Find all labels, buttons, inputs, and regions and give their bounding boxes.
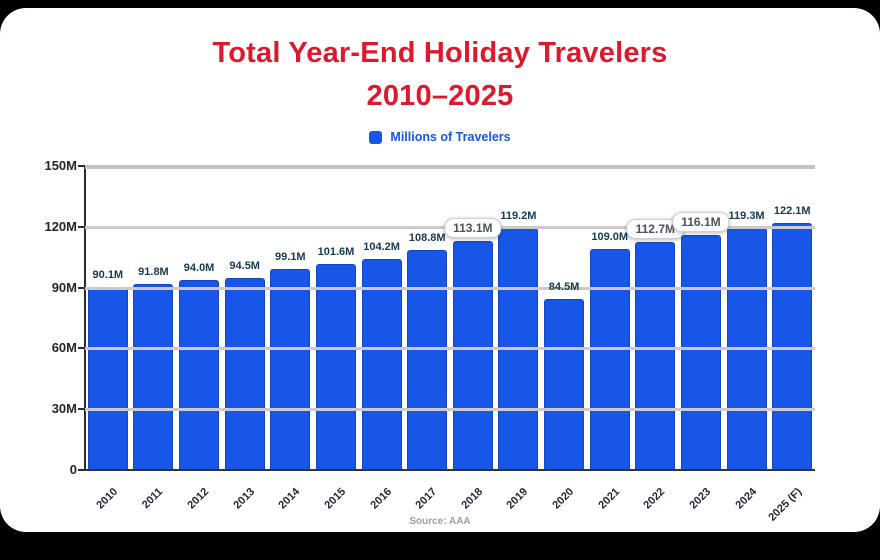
chart-title: Total Year-End Holiday Travelers bbox=[212, 37, 668, 69]
bar-value-label: 119.3M bbox=[728, 210, 765, 223]
bar-2023 bbox=[680, 234, 721, 470]
chart-subtitle: 2010–2025 bbox=[366, 80, 514, 112]
y-tick-label: 0 bbox=[69, 462, 77, 477]
gridline bbox=[85, 347, 815, 351]
bar-2020 bbox=[544, 298, 585, 470]
bar-2025 (F) bbox=[772, 222, 813, 470]
bar-2012 bbox=[179, 279, 220, 470]
y-tick-label: 90M bbox=[51, 279, 77, 295]
y-tick-mark bbox=[78, 347, 85, 350]
bar-value-label: 116.1M bbox=[672, 211, 730, 232]
bar-value-label: 109.0M bbox=[591, 231, 629, 244]
legend: Millions of Travelers bbox=[0, 130, 880, 144]
bar-2018 bbox=[452, 240, 493, 470]
gridline bbox=[85, 165, 815, 169]
chart-title-block: Total Year-End Holiday Travelers 2010–20… bbox=[0, 32, 880, 118]
y-tick-label: 150M bbox=[44, 158, 77, 173]
y-tick-label: 120M bbox=[44, 218, 77, 234]
bar-value-label: 94.0M bbox=[183, 261, 215, 274]
y-tick-mark bbox=[78, 469, 85, 471]
bar-2015 bbox=[315, 264, 356, 470]
y-tick-mark bbox=[78, 225, 85, 228]
bar-2016 bbox=[361, 258, 402, 470]
legend-swatch-icon bbox=[369, 130, 383, 144]
y-tick-mark bbox=[78, 286, 85, 289]
bar-value-label: 113.1M bbox=[444, 217, 502, 238]
bar-value-label: 99.1M bbox=[275, 251, 306, 264]
bar-value-label: 90.1M bbox=[92, 269, 124, 282]
y-tick-mark bbox=[78, 408, 85, 411]
bar-value-label: 94.5M bbox=[229, 260, 260, 273]
bar-value-label: 104.2M bbox=[363, 240, 400, 253]
bar-value-label: 112.7M bbox=[626, 218, 684, 239]
y-axis-line bbox=[84, 166, 86, 471]
legend-label: Millions of Travelers bbox=[390, 130, 511, 144]
bar-2010 bbox=[87, 287, 128, 470]
x-axis-baseline bbox=[85, 469, 815, 471]
bar-value-label: 101.6M bbox=[317, 246, 355, 259]
y-tick-label: 30M bbox=[51, 401, 77, 417]
y-tick-label: 60M bbox=[51, 340, 77, 356]
gridline bbox=[85, 286, 815, 290]
bar-2021 bbox=[589, 249, 630, 470]
bar-2017 bbox=[407, 249, 448, 470]
source-note: Source: AAA bbox=[409, 516, 471, 527]
plot-area: 150M 120M 90M 60M 30M 0 90.1M 2010 91.8M 2011 94.0… bbox=[44, 158, 815, 524]
bar-value-label: 122.1M bbox=[773, 204, 811, 217]
bar-value-label: 119.2M bbox=[500, 210, 537, 223]
y-tick-mark bbox=[78, 165, 85, 167]
bar-2022 bbox=[635, 241, 676, 470]
bar-value-label: 84.5M bbox=[548, 280, 580, 293]
bar-2014 bbox=[270, 269, 311, 470]
bar-value-label: 91.8M bbox=[138, 265, 169, 278]
bar-2013 bbox=[224, 278, 265, 470]
chart-card: Total Year-End Holiday Travelers 2010–20… bbox=[0, 8, 880, 532]
gridline bbox=[85, 408, 815, 412]
bar-value-label: 108.8M bbox=[408, 231, 446, 244]
bar-2011 bbox=[133, 283, 174, 470]
